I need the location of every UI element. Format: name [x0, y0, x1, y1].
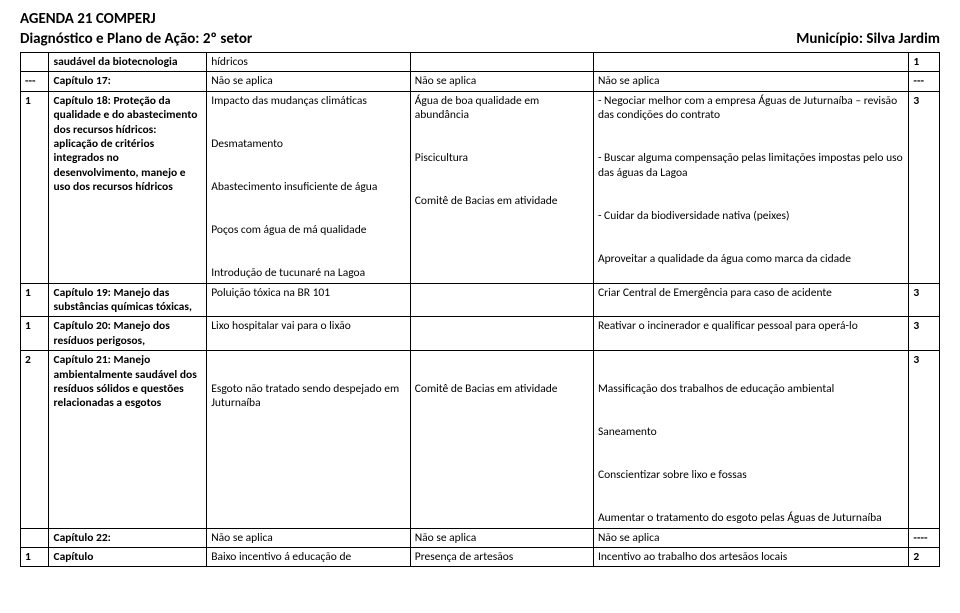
cell-c1 — [21, 528, 49, 547]
cell-c1: 1 — [21, 283, 49, 317]
cell-c4 — [410, 283, 593, 317]
cell-c6: 3 — [909, 283, 940, 317]
table-row: Capítulo 22: Não se aplica Não se aplica… — [21, 528, 940, 547]
cell-c3: Impacto das mudanças climáticasDesmatame… — [207, 91, 411, 283]
table-row: 1 Capítulo 19: Manejo das substâncias qu… — [21, 283, 940, 317]
cell-c3: hídricos — [207, 53, 411, 72]
cell-c6: --- — [909, 72, 940, 91]
cell-c5 — [593, 53, 908, 72]
cell-c6: 3 — [909, 91, 940, 283]
page-title-line2-right: Município: Silva Jardim — [796, 30, 940, 48]
cell-c4 — [410, 317, 593, 351]
cell-c4: Água de boa qualidade em abundânciaPisci… — [410, 91, 593, 283]
cell-c6: ---- — [909, 528, 940, 547]
table-row: 1 Capítulo 18: Proteção da qualidade e d… — [21, 91, 940, 283]
cell-c2: Capítulo 20: Manejo dos resíduos perigos… — [49, 317, 207, 351]
cell-c2: Capítulo 22: — [49, 528, 207, 547]
cell-c2: Capítulo 17: — [49, 72, 207, 91]
header-line2-wrap: Diagnóstico e Plano de Ação: 2º setor Mu… — [20, 30, 940, 48]
cell-c1: 1 — [21, 317, 49, 351]
cell-c6: 3 — [909, 317, 940, 351]
cell-c1: 1 — [21, 91, 49, 283]
cell-c1 — [21, 53, 49, 72]
cell-c3: Esgoto não tratado sendo despejado em Ju… — [207, 351, 411, 529]
cell-c4: Não se aplica — [410, 528, 593, 547]
cell-c4: Não se aplica — [410, 72, 593, 91]
cell-c3: Poluição tóxica na BR 101 — [207, 283, 411, 317]
cell-c6: 1 — [909, 53, 940, 72]
page-title-line1: AGENDA 21 COMPERJ — [20, 10, 940, 28]
cell-c4 — [410, 53, 593, 72]
cell-c2: saudável da biotecnologia — [49, 53, 207, 72]
cell-c1: 2 — [21, 351, 49, 529]
cell-c5: Não se aplica — [593, 528, 908, 547]
cell-c3: Não se aplica — [207, 528, 411, 547]
cell-c1: 1 — [21, 548, 49, 567]
page-title-line2-left: Diagnóstico e Plano de Ação: 2º setor — [20, 30, 252, 48]
table-row: saudável da biotecnologia hídricos 1 — [21, 53, 940, 72]
cell-c5: Criar Central de Emergência para caso de… — [593, 283, 908, 317]
cell-c5: Não se aplica — [593, 72, 908, 91]
cell-c3: Baixo incentivo á educação de — [207, 548, 411, 567]
cell-c5: Reativar o incinerador e qualificar pess… — [593, 317, 908, 351]
cell-c3: Lixo hospitalar vai para o lixão — [207, 317, 411, 351]
main-table: saudável da biotecnologia hídricos 1 ---… — [20, 52, 940, 567]
cell-c2: Capítulo — [49, 548, 207, 567]
cell-c2: Capítulo 19: Manejo das substâncias quím… — [49, 283, 207, 317]
cell-c6: 3 — [909, 351, 940, 529]
cell-c5: Massificação dos trabalhos de educação a… — [593, 351, 908, 529]
cell-c4: Presença de artesãos — [410, 548, 593, 567]
table-row: 1 Capítulo Baixo incentivo á educação de… — [21, 548, 940, 567]
cell-c6: 2 — [909, 548, 940, 567]
cell-c5: - Negociar melhor com a empresa Águas de… — [593, 91, 908, 283]
cell-c2: Capítulo 21: Manejo ambientalmente saudá… — [49, 351, 207, 529]
cell-c2: Capítulo 18: Proteção da qualidade e do … — [49, 91, 207, 283]
cell-c5: Incentivo ao trabalho dos artesãos locai… — [593, 548, 908, 567]
table-row: 1 Capítulo 20: Manejo dos resíduos perig… — [21, 317, 940, 351]
cell-c3: Não se aplica — [207, 72, 411, 91]
table-row: 2 Capítulo 21: Manejo ambientalmente sau… — [21, 351, 940, 529]
table-row: --- Capítulo 17: Não se aplica Não se ap… — [21, 72, 940, 91]
cell-c1: --- — [21, 72, 49, 91]
cell-c4: Comitê de Bacias em atividade — [410, 351, 593, 529]
